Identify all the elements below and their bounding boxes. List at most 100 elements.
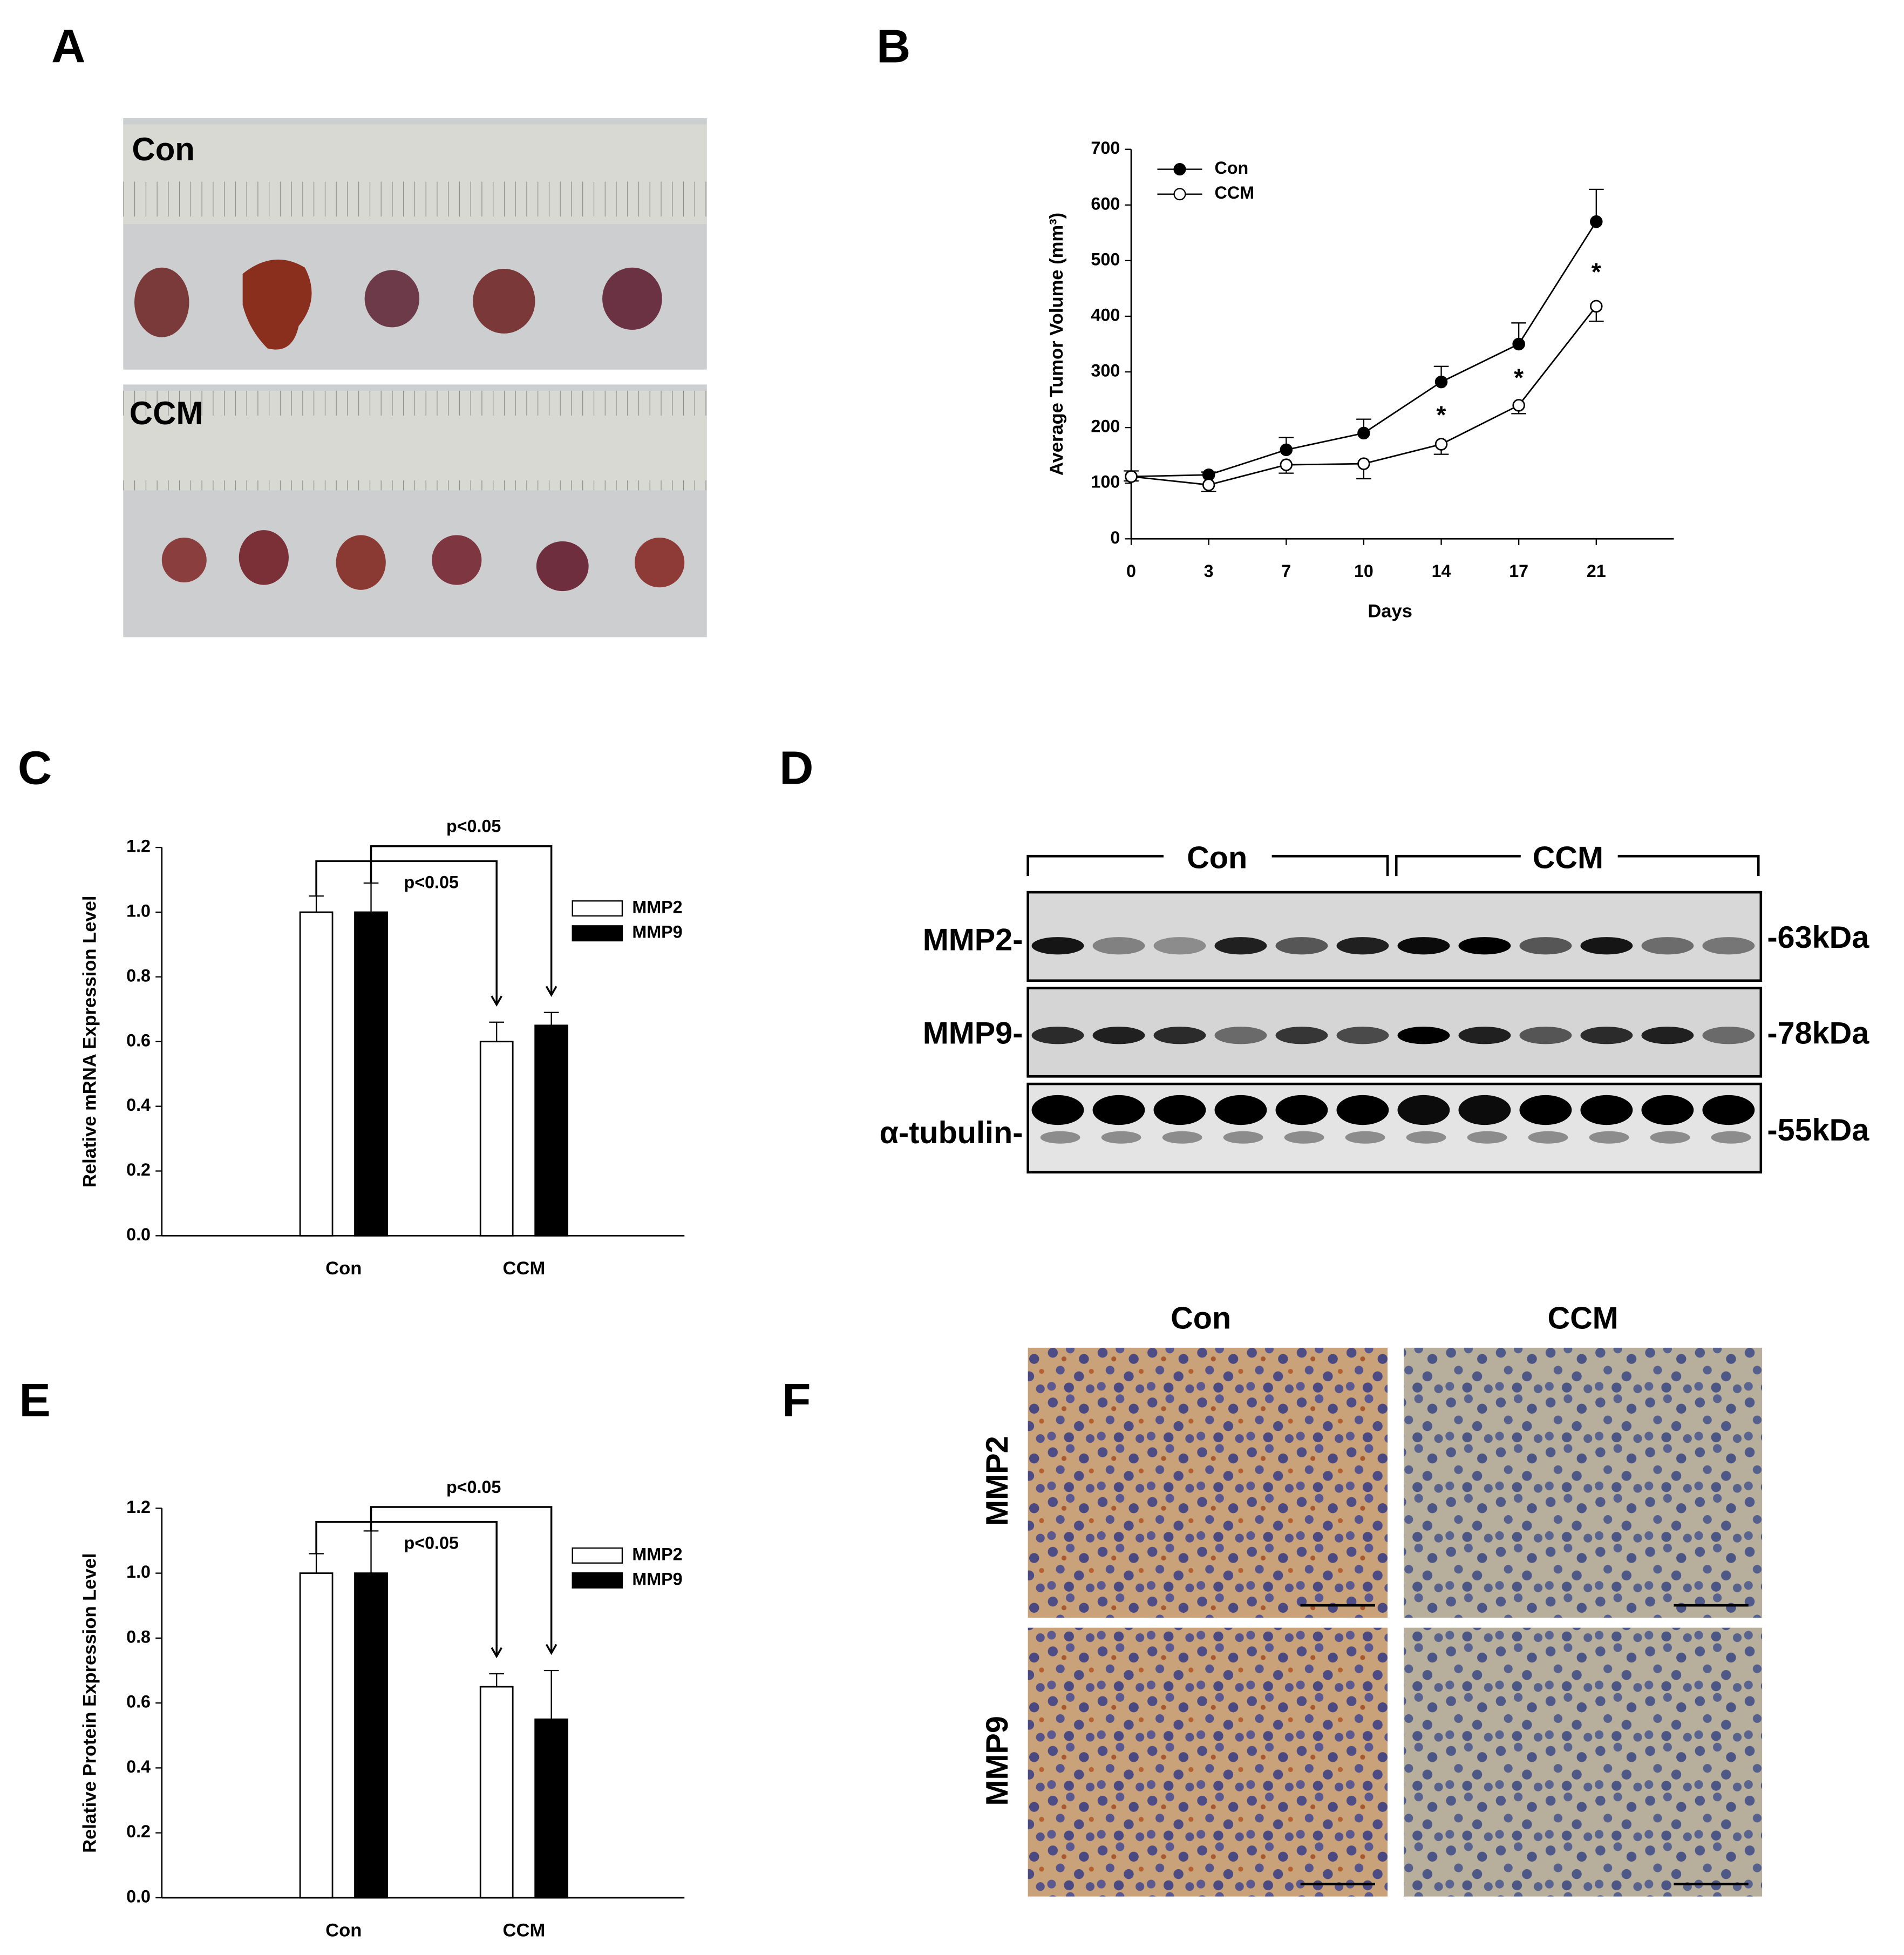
panel-label: F: [782, 1374, 811, 1427]
blot-band: [1336, 1027, 1389, 1044]
legend-swatch: [572, 1547, 623, 1564]
legend-marker: [1173, 163, 1186, 176]
y-axis-label: Relative mRNA Expression Level: [79, 895, 100, 1187]
significance-bracket: [370, 1506, 553, 1653]
blot-band: [1458, 1095, 1511, 1125]
photo-label: CCM: [130, 395, 203, 431]
blot-band: [1650, 1131, 1690, 1144]
y-tick-label: 0.2: [126, 1160, 151, 1179]
y-axis-label: Average Tumor Volume (mm³): [1046, 213, 1067, 476]
significance-label: *: [1514, 363, 1524, 391]
blot-band: [1711, 1131, 1751, 1144]
bar: [479, 1041, 514, 1237]
blot-size-label: -63kDa: [1767, 920, 1869, 955]
data-point: [1590, 300, 1603, 313]
blot-band: [1275, 1027, 1328, 1044]
tumor-photo: [123, 118, 707, 637]
legend-label: MMP9: [632, 1570, 682, 1589]
blot-band: [1702, 1027, 1755, 1044]
blot-band: [1580, 1095, 1633, 1125]
bar: [479, 1686, 514, 1899]
y-tick-label: 0.6: [126, 1692, 151, 1712]
blot-band: [1040, 1131, 1080, 1144]
x-tick-label: 14: [1432, 561, 1451, 581]
panel-label: C: [18, 742, 52, 795]
blot-band: [1519, 1027, 1572, 1044]
y-axis-label: Relative Protein Expression Level: [79, 1553, 100, 1852]
blot-band: [1031, 1095, 1084, 1125]
bar: [534, 1718, 569, 1899]
legend-label: MMP9: [632, 922, 682, 942]
data-point: [1512, 337, 1525, 351]
panel-label: A: [51, 19, 85, 72]
blot-band: [1162, 1131, 1202, 1144]
photo-label: Con: [132, 131, 195, 167]
legend-swatch: [572, 925, 623, 942]
group-bracket: [1395, 854, 1760, 877]
blot-strip: [1026, 1082, 1763, 1174]
bar: [354, 911, 388, 1237]
significance-annotation: p<0.05: [404, 872, 459, 892]
blot-band: [1336, 1095, 1389, 1125]
blot-band: [1458, 937, 1511, 955]
bar: [299, 911, 334, 1237]
blot-row-label: α-tubulin-: [880, 1116, 1023, 1150]
bracket-arrow: [545, 986, 557, 997]
blot-band: [1641, 1095, 1694, 1125]
y-tick-label: 200: [1091, 417, 1120, 436]
data-point: [1434, 438, 1448, 451]
x-tick-label: 17: [1509, 561, 1528, 581]
y-tick-label: 400: [1091, 305, 1120, 324]
data-point: [1590, 215, 1603, 228]
blot-band: [1223, 1131, 1263, 1144]
legend-label: MMP2: [632, 1544, 682, 1564]
x-tick-label: 3: [1204, 561, 1214, 581]
blot-size-label: -55kDa: [1767, 1113, 1869, 1148]
bracket-arrow: [545, 1644, 557, 1655]
ihc-row-label: MMP2: [980, 1436, 1015, 1525]
y-tick-label: 1.2: [126, 837, 151, 856]
y-tick-label: 0.6: [126, 1030, 151, 1050]
data-point: [1280, 443, 1293, 457]
blot-strip: [1026, 891, 1763, 982]
significance-annotation: p<0.05: [446, 1477, 501, 1497]
blot-band: [1031, 937, 1084, 955]
x-tick-label: 21: [1587, 561, 1606, 581]
y-tick-label: 0.2: [126, 1822, 151, 1841]
bracket-arrow: [491, 1647, 502, 1659]
blot-band: [1519, 937, 1572, 955]
y-tick-label: 0.4: [126, 1757, 151, 1776]
blot-group-label: CCM: [1533, 840, 1603, 875]
blot-band: [1101, 1131, 1141, 1144]
blot-group-label: Con: [1187, 840, 1247, 875]
blot-band: [1641, 937, 1694, 955]
blot-band: [1406, 1131, 1446, 1144]
significance-label: *: [1437, 400, 1446, 429]
western-blot: [1026, 854, 1763, 1174]
panel-label: D: [779, 742, 813, 795]
data-point: [1357, 426, 1370, 440]
blot-row-label: MMP2-: [923, 923, 1023, 958]
x-axis-label: Days: [1368, 601, 1412, 621]
data-point: [1202, 478, 1215, 492]
significance-bracket: [315, 1520, 498, 1657]
legend-label: MMP2: [632, 898, 682, 917]
ihc-row-label: MMP9: [980, 1716, 1015, 1805]
blot-band: [1519, 1095, 1572, 1125]
blot-band: [1467, 1131, 1507, 1144]
legend-swatch: [572, 900, 623, 917]
data-point: [1280, 458, 1293, 471]
ihc-image: [1028, 1347, 1763, 1897]
blot-band: [1153, 937, 1206, 955]
y-tick-label: 700: [1091, 138, 1120, 158]
significance-bracket: [315, 860, 498, 1005]
blot-band: [1641, 1027, 1694, 1044]
x-tick-label: Con: [325, 1258, 362, 1279]
legend-label: CCM: [1215, 183, 1254, 202]
y-tick-label: 0.0: [126, 1225, 151, 1244]
significance-label: *: [1592, 257, 1601, 286]
blot-row-label: MMP9-: [923, 1016, 1023, 1050]
x-tick-label: Con: [325, 1920, 362, 1940]
blot-band: [1214, 1027, 1267, 1044]
